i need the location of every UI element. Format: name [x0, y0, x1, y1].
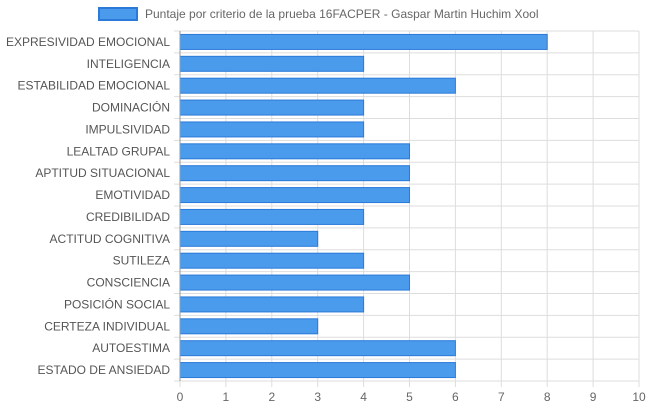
category-label: CREDIBILIDAD: [86, 210, 170, 224]
x-tick-label: 5: [406, 390, 413, 404]
x-axis-tick-labels: 0 1 2 3 4 5 6 7 8 9 10: [177, 390, 646, 404]
category-label: APTITUD SITUACIONAL: [35, 166, 170, 180]
x-tick-label: 1: [223, 390, 230, 404]
legend-label[interactable]: Puntaje por criterio de la prueba 16FACP…: [145, 7, 539, 21]
category-label: ACTITUD COGNITIVA: [50, 232, 170, 246]
category-label: POSICIÓN SOCIAL: [64, 296, 170, 311]
bar[interactable]: [179, 33, 548, 50]
bar[interactable]: [179, 274, 410, 291]
bar[interactable]: [179, 340, 456, 357]
category-label: CERTEZA INDIVIDUAL: [44, 319, 170, 333]
bar[interactable]: [179, 77, 456, 94]
bar[interactable]: [179, 143, 410, 160]
bar[interactable]: [179, 296, 365, 313]
bar[interactable]: [179, 165, 410, 182]
bar[interactable]: [179, 187, 410, 204]
bar[interactable]: [179, 121, 365, 138]
bar[interactable]: [179, 318, 319, 335]
legend-swatch[interactable]: [98, 7, 138, 21]
x-tick-label: 7: [498, 390, 505, 404]
category-label: EXPRESIVIDAD EMOCIONAL: [6, 35, 170, 49]
category-label: ESTADO DE ANSIEDAD: [38, 363, 171, 377]
x-tick-label: 0: [177, 390, 184, 404]
x-tick-label: 10: [632, 390, 646, 404]
category-label: ESTABILIDAD EMOCIONAL: [18, 79, 171, 93]
category-label: EMOTIVIDAD: [95, 188, 170, 202]
bar[interactable]: [179, 230, 319, 247]
category-labels: EXPRESIVIDAD EMOCIONAL INTELIGENCIA ESTABI…: [6, 35, 170, 377]
category-label: LEALTAD GRUPAL: [67, 144, 171, 158]
x-tick-label: 8: [544, 390, 551, 404]
category-label: SUTILEZA: [113, 254, 170, 268]
x-tick-label: 9: [590, 390, 597, 404]
bars: [179, 33, 548, 379]
x-tick-label: 3: [314, 390, 321, 404]
category-label: AUTOESTIMA: [92, 341, 170, 355]
x-tick-label: 6: [452, 390, 459, 404]
bar[interactable]: [179, 55, 365, 72]
x-tick-label: 2: [268, 390, 275, 404]
category-label: INTELIGENCIA: [87, 57, 170, 71]
bar[interactable]: [179, 99, 365, 116]
bar[interactable]: [179, 362, 456, 379]
bar[interactable]: [179, 208, 365, 225]
category-label: IMPULSIVIDAD: [85, 122, 170, 136]
legend[interactable]: Puntaje por criterio de la prueba 16FACP…: [98, 7, 539, 21]
bar[interactable]: [179, 252, 365, 269]
category-label: CONSCIENCIA: [87, 276, 170, 290]
x-tick-label: 4: [360, 390, 367, 404]
category-label: DOMINACIÓN: [92, 100, 170, 115]
